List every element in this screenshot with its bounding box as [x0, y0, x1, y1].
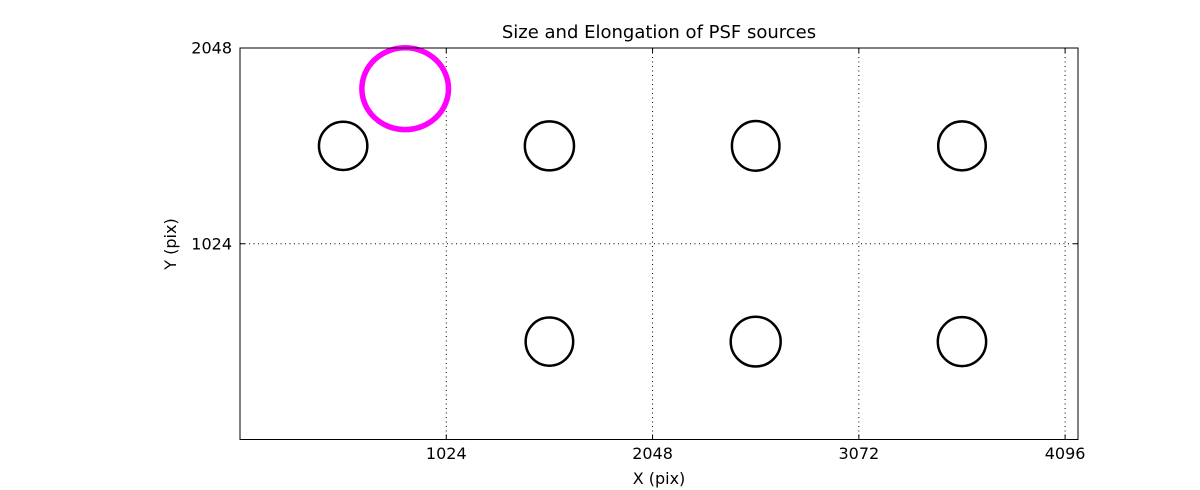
- x-axis-label: X (pix): [633, 469, 686, 488]
- highlighted-source-ellipse: [359, 45, 452, 133]
- x-tick-label: 1024: [426, 444, 467, 463]
- psf-source-ellipse: [936, 315, 988, 368]
- x-tick-label: 4096: [1045, 444, 1086, 463]
- y-axis-label: Y (pix): [161, 218, 180, 270]
- x-tick-label: 3072: [838, 444, 879, 463]
- psf-source-ellipse: [730, 119, 781, 172]
- tick-labels: 1024 2048 3072 4096 1024 2048: [191, 39, 1085, 464]
- psf-source-ellipse: [729, 315, 782, 368]
- x-tick-label: 2048: [632, 444, 673, 463]
- axis-ticks: [240, 47, 1078, 440]
- y-tick-label: 1024: [191, 234, 232, 253]
- chart-title: Size and Elongation of PSF sources: [502, 22, 816, 43]
- y-tick-label: 2048: [191, 39, 232, 58]
- psf-source-ellipse: [524, 316, 575, 367]
- gridlines: [240, 48, 1078, 440]
- psf-source-ellipse: [936, 120, 987, 172]
- psf-source-ellipse: [523, 120, 576, 172]
- psf-source-ellipse: [317, 120, 369, 172]
